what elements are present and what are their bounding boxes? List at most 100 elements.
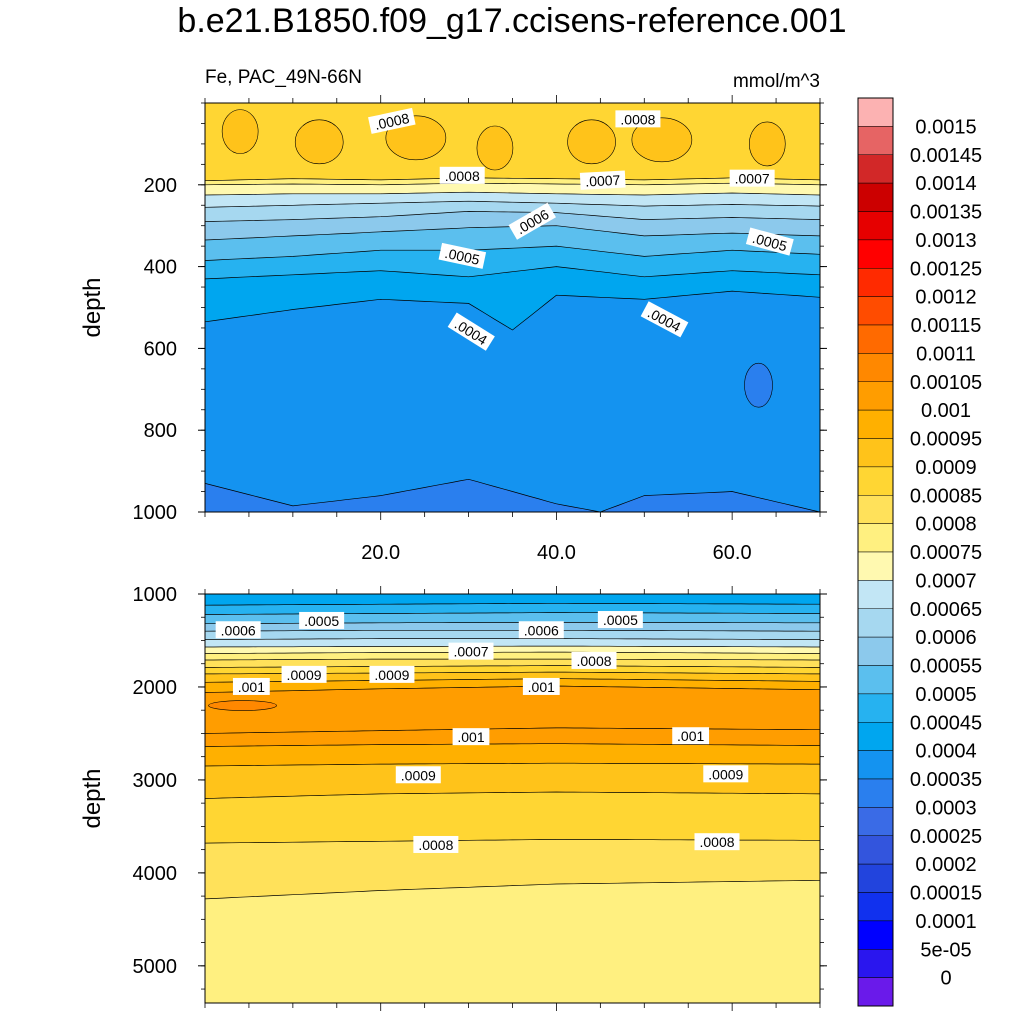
- contour-label-box: [508, 202, 556, 240]
- contour-label-text: .001: [528, 679, 555, 695]
- surface-blob: [294, 119, 344, 165]
- colorbar-swatch: [857, 835, 894, 865]
- contour-label: .001: [672, 727, 710, 745]
- y-tick-label: 2000: [133, 677, 178, 699]
- colorbar-swatch: [857, 154, 894, 184]
- contour-line-9: [205, 478, 820, 512]
- contour-line-5: [205, 645, 820, 648]
- contour-label-box: [232, 677, 270, 695]
- colorbar-label: 0.00125: [910, 258, 982, 280]
- contour-label: .0007: [729, 169, 775, 187]
- contour-line-4: [205, 638, 820, 640]
- colorbar-swatch: [857, 636, 894, 666]
- contour-line-6: [205, 245, 820, 261]
- panel-upper: .0008.0008.0008.0007.0007.0006.0005.0005…: [79, 67, 827, 564]
- contour-label: .0007: [448, 642, 494, 660]
- contour-line-3: [205, 629, 820, 632]
- y-tick-label: 4000: [133, 863, 178, 885]
- contour-label-text: .0008: [373, 110, 411, 133]
- colorbar-label: 0.00055: [910, 656, 982, 678]
- x-tick-label: 60.0: [713, 542, 752, 564]
- contour-label: .0007: [579, 170, 626, 190]
- contour-line-17: [205, 879, 820, 900]
- colorbar-swatch: [857, 580, 894, 609]
- y-tick-label: 400: [144, 257, 177, 279]
- contour-label-text: .0008: [620, 111, 655, 127]
- y-axis-label: depth: [79, 768, 106, 828]
- contour-label-box: [281, 665, 327, 683]
- contour-label-box: [597, 611, 643, 629]
- contour-label-text: .0006: [524, 622, 559, 638]
- contour-label-box: [368, 107, 416, 134]
- contour-label-box: [615, 110, 661, 128]
- contour-label: .0009: [703, 765, 749, 783]
- colorbar-swatch: [857, 750, 894, 780]
- colorbar-swatch: [857, 211, 894, 241]
- colorbar-swatch: [857, 268, 894, 297]
- contour-label-text: .0009: [401, 767, 436, 783]
- contour-label-box: [703, 765, 749, 783]
- panel-right-label: mmol/m^3: [733, 71, 820, 92]
- contour-label: .0005: [438, 242, 487, 269]
- colorbar-label: 0.00075: [910, 542, 982, 564]
- colorbar-label: 0.00105: [910, 372, 982, 394]
- colorbar-swatch: [857, 126, 894, 155]
- contour-line-0: [205, 602, 820, 606]
- contour-label-text: .0006: [221, 622, 256, 638]
- contour-line-8: [205, 290, 820, 331]
- contour-label-box: [299, 611, 345, 629]
- contour-label: .0008: [615, 110, 661, 128]
- contour-line-12: [205, 727, 820, 734]
- contour-label-box: [452, 728, 490, 746]
- y-tick-label: 5000: [133, 956, 178, 978]
- contour-label: .0008: [694, 833, 740, 851]
- contour-label-text: .0008: [699, 834, 734, 850]
- contour-line-6: [205, 651, 820, 654]
- y-tick-label: 3000: [133, 770, 178, 792]
- surface-blob: [748, 121, 786, 167]
- colorbar-label: 0.00085: [910, 485, 982, 507]
- band-9: [205, 479, 820, 512]
- colorbar-swatch: [857, 239, 894, 269]
- low-value-region: [744, 362, 773, 408]
- contour-label-box: [438, 242, 487, 269]
- x-tick-label: 20.0: [361, 542, 400, 564]
- contour-label-box: [745, 227, 794, 256]
- colorbar-swatch: [857, 438, 894, 468]
- contour-line-13: [205, 743, 820, 747]
- contour-label: .0006: [215, 621, 261, 639]
- contour-label-text: .0009: [374, 667, 409, 683]
- colorbar-swatch: [857, 863, 894, 893]
- colorbar-swatch: [857, 324, 894, 354]
- colorbar-label: 0.0012: [915, 287, 976, 309]
- contour-label: .0009: [281, 665, 327, 683]
- contour-label-box: [672, 727, 710, 745]
- colorbar-label: 5e-05: [920, 939, 971, 961]
- contour-line-7: [205, 658, 820, 661]
- contour-label-box: [395, 766, 441, 784]
- contour-label-text: .0007: [453, 644, 488, 660]
- contour-label: .0008: [571, 651, 617, 669]
- colorbar-swatch: [857, 353, 894, 382]
- y-tick-label: 1000: [133, 584, 178, 606]
- y-axis-label: depth: [79, 277, 106, 337]
- colorbar-swatch: [857, 722, 894, 751]
- contour-label-box: [522, 677, 560, 695]
- colorbar-label: 0.0008: [915, 514, 976, 536]
- contour-line-2: [205, 191, 820, 196]
- y-tick-label: 1000: [133, 502, 178, 524]
- contour-label: .001: [232, 677, 270, 695]
- contour-label-text: .0009: [287, 667, 322, 683]
- contour-label-box: [729, 169, 775, 187]
- contour-label-text: .0008: [445, 168, 480, 184]
- colorbar-label: 0.0002: [915, 854, 976, 876]
- colorbar-swatch: [857, 182, 894, 212]
- surface-blob: [476, 125, 514, 171]
- colorbar-label: 0.0003: [915, 797, 976, 819]
- contour-label: .0008: [368, 107, 416, 134]
- contour-label-box: [694, 833, 740, 851]
- contour-label: .0005: [299, 611, 345, 629]
- colorbar-label: 0.0005: [915, 684, 976, 706]
- colorbar-swatch: [857, 409, 894, 439]
